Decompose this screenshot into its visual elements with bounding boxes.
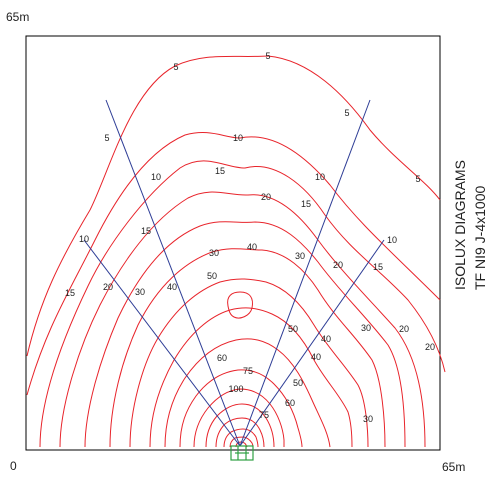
contour-value-label: 20 xyxy=(261,192,271,202)
beam-line xyxy=(239,239,385,447)
isolux-curve xyxy=(59,191,426,448)
contour-value-label: 50 xyxy=(293,378,303,388)
plot-frame xyxy=(25,35,441,451)
contour-value-label: 5 xyxy=(344,108,349,118)
isolux-curve xyxy=(149,307,353,448)
isolux-curve xyxy=(109,248,386,448)
isolux-curve xyxy=(215,417,265,448)
contour-value-label: 40 xyxy=(321,334,331,344)
contour-value-label: 100 xyxy=(228,384,243,394)
origin-label: 0 xyxy=(10,459,17,473)
contour-value-label: 10 xyxy=(79,234,89,244)
isolux-curve xyxy=(164,338,331,448)
isolux-curve xyxy=(84,221,406,448)
contour-value-label: 30 xyxy=(135,287,145,297)
luminaire-icon xyxy=(230,445,254,461)
contour-labels: 5 5 5 5 5 10 10 10 10 10 15 15 15 15 15 20 20 20 20 20 30 30 3… xyxy=(65,51,435,424)
beam-line xyxy=(239,99,371,447)
contour-value-label: 20 xyxy=(399,324,409,334)
isolux-curve xyxy=(179,369,303,448)
contour-value-label: 5 xyxy=(415,174,420,184)
contour-value-label: 10 xyxy=(233,133,243,143)
contour-value-label: 20 xyxy=(103,282,113,292)
contour-value-label: 50 xyxy=(207,271,217,281)
contour-value-label: 30 xyxy=(209,248,219,258)
contour-value-label: 10 xyxy=(315,172,325,182)
isolux-curve xyxy=(223,428,259,448)
contour-value-label: 50 xyxy=(288,324,298,334)
contour-value-label: 5 xyxy=(265,51,270,61)
isolux-island xyxy=(227,291,253,319)
beam-line xyxy=(83,239,241,447)
right-distance-label: 65m xyxy=(442,460,466,474)
contour-value-label: 60 xyxy=(285,398,295,408)
contour-value-label: 40 xyxy=(311,352,321,362)
contour-value-label: 20 xyxy=(333,260,343,270)
contour-value-label: 40 xyxy=(247,242,257,252)
contour-value-label: 10 xyxy=(151,172,161,182)
isolux-curve xyxy=(26,55,441,357)
contour-value-label: 15 xyxy=(301,199,311,209)
contour-value-label: 30 xyxy=(361,323,371,333)
top-distance-label: 65m xyxy=(6,10,30,24)
beam-line xyxy=(105,99,241,447)
isolux-contours xyxy=(26,55,446,448)
contour-value-label: 5 xyxy=(173,62,178,72)
contour-value-label: 15 xyxy=(141,226,151,236)
isolux-curve xyxy=(129,278,369,448)
isolux-curve xyxy=(205,403,275,448)
isolux-curve xyxy=(229,436,254,448)
contour-value-label: 15 xyxy=(373,262,383,272)
contour-value-label: 75 xyxy=(259,410,269,420)
contour-value-label: 5 xyxy=(104,133,109,143)
contour-value-label: 75 xyxy=(243,366,253,376)
isolux-curve xyxy=(193,388,285,448)
contour-value-label: 20 xyxy=(425,342,435,352)
isolux-curve xyxy=(26,132,441,396)
beam-lines xyxy=(83,99,385,447)
contour-value-label: 30 xyxy=(363,414,373,424)
contour-value-label: 15 xyxy=(65,288,75,298)
contour-value-label: 10 xyxy=(387,235,397,245)
contour-value-label: 40 xyxy=(167,282,177,292)
contour-value-label: 15 xyxy=(215,166,225,176)
contour-value-label: 60 xyxy=(217,353,227,363)
isolux-curve xyxy=(39,160,446,448)
contour-value-label: 30 xyxy=(295,251,305,261)
